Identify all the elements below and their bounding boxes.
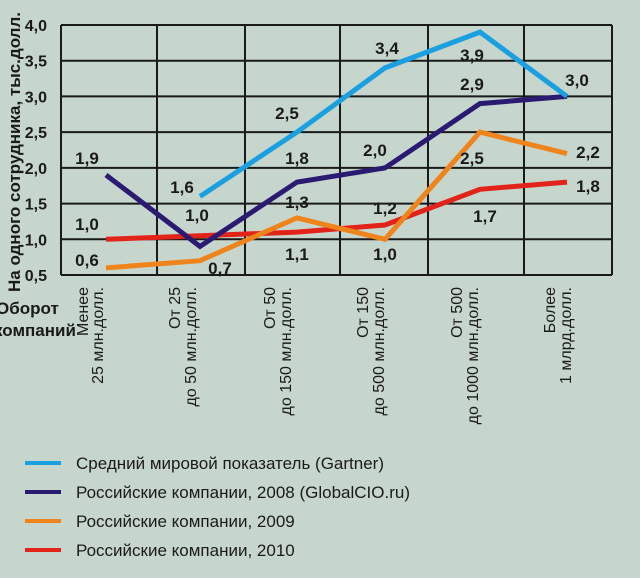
data-label: 2,9 bbox=[460, 75, 484, 94]
x-category-label: От 50 bbox=[262, 287, 279, 329]
x-category-label: Менее bbox=[75, 287, 92, 336]
data-label: 1,3 bbox=[285, 193, 309, 212]
data-label: 1,0 bbox=[75, 215, 99, 234]
y-tick-label: 4,0 bbox=[25, 18, 47, 35]
legend: Средний мировой показатель (Gartner) Росс… bbox=[25, 454, 410, 560]
data-label: 1,0 bbox=[185, 206, 209, 225]
x-category-label: до 150 млн.долл. bbox=[278, 287, 295, 415]
data-label: 2,0 bbox=[363, 141, 387, 160]
y-axis-title: На одного сотрудника, тыс.долл. bbox=[5, 12, 24, 292]
legend-label: Российские компании, 2009 bbox=[76, 512, 295, 531]
data-label: 1,0 bbox=[373, 245, 397, 264]
y-tick-label: 1,5 bbox=[25, 197, 47, 214]
x-category-label: до 1000 млн.долл. bbox=[465, 287, 482, 424]
series-lines bbox=[104, 29, 569, 271]
data-label: 3,4 bbox=[375, 39, 399, 58]
data-label: 3,0 bbox=[565, 71, 589, 90]
legend-label: Российские компании, 2010 bbox=[76, 541, 295, 560]
data-label: 3,9 bbox=[460, 46, 484, 65]
legend-label: Средний мировой показатель (Gartner) bbox=[76, 454, 384, 473]
y-tick-label: 1,0 bbox=[25, 232, 47, 249]
series-line bbox=[198, 29, 569, 199]
data-label: 2,5 bbox=[460, 149, 484, 168]
y-tick-label: 2,0 bbox=[25, 161, 47, 178]
x-category-label: до 500 млн.долл. bbox=[371, 287, 388, 415]
data-label: 1,9 bbox=[75, 149, 99, 168]
data-label: 1,1 bbox=[285, 245, 309, 264]
x-category-label: 25 млн.долл. bbox=[90, 287, 107, 384]
y-tick-label: 3,0 bbox=[25, 89, 47, 106]
legend-label: Российские компании, 2008 (GlobalCIO.ru) bbox=[76, 483, 410, 502]
data-label: 1,8 bbox=[576, 177, 600, 196]
data-label: 0,6 bbox=[75, 251, 99, 270]
series-line bbox=[105, 129, 568, 271]
x-category-label: до 50 млн.долл. bbox=[183, 287, 200, 407]
y-tick-label: 3,5 bbox=[25, 54, 47, 71]
x-category-label: От 500 bbox=[449, 287, 466, 338]
data-label: 2,5 bbox=[275, 104, 299, 123]
series-line bbox=[104, 93, 568, 250]
data-labels: 1,6 2,5 3,4 3,9 3,0 1,9 1,0 1,8 2,0 2,9 0,6 0,7 1,3 1… bbox=[75, 39, 600, 278]
x-category-label: От 25 bbox=[167, 287, 184, 329]
y-tick-label: 2,5 bbox=[25, 125, 47, 142]
data-label: 1,2 bbox=[373, 199, 397, 218]
data-label: 1,6 bbox=[170, 178, 194, 197]
data-label: 1,8 bbox=[285, 149, 309, 168]
x-category-label: Более bbox=[542, 287, 559, 333]
data-label: 1,7 bbox=[473, 207, 497, 226]
data-label: 0,7 bbox=[208, 259, 232, 278]
x-axis-title-line2: компаний bbox=[0, 321, 76, 340]
data-label: 2,2 bbox=[576, 143, 600, 162]
x-category-label: 1 млрд.долл. bbox=[558, 287, 575, 384]
y-axis-ticks: 0,5 1,0 1,5 2,0 2,5 3,0 3,5 4,0 bbox=[25, 18, 47, 285]
y-tick-label: 0,5 bbox=[25, 268, 47, 285]
x-axis-title-line1: Оборот bbox=[0, 299, 59, 318]
grid bbox=[60, 24, 613, 276]
x-category-label: От 150 bbox=[355, 287, 372, 338]
